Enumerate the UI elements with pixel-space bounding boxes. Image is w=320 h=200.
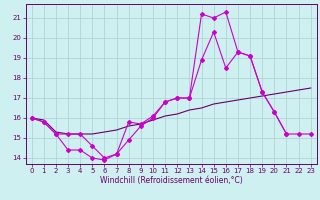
X-axis label: Windchill (Refroidissement éolien,°C): Windchill (Refroidissement éolien,°C)	[100, 176, 243, 185]
